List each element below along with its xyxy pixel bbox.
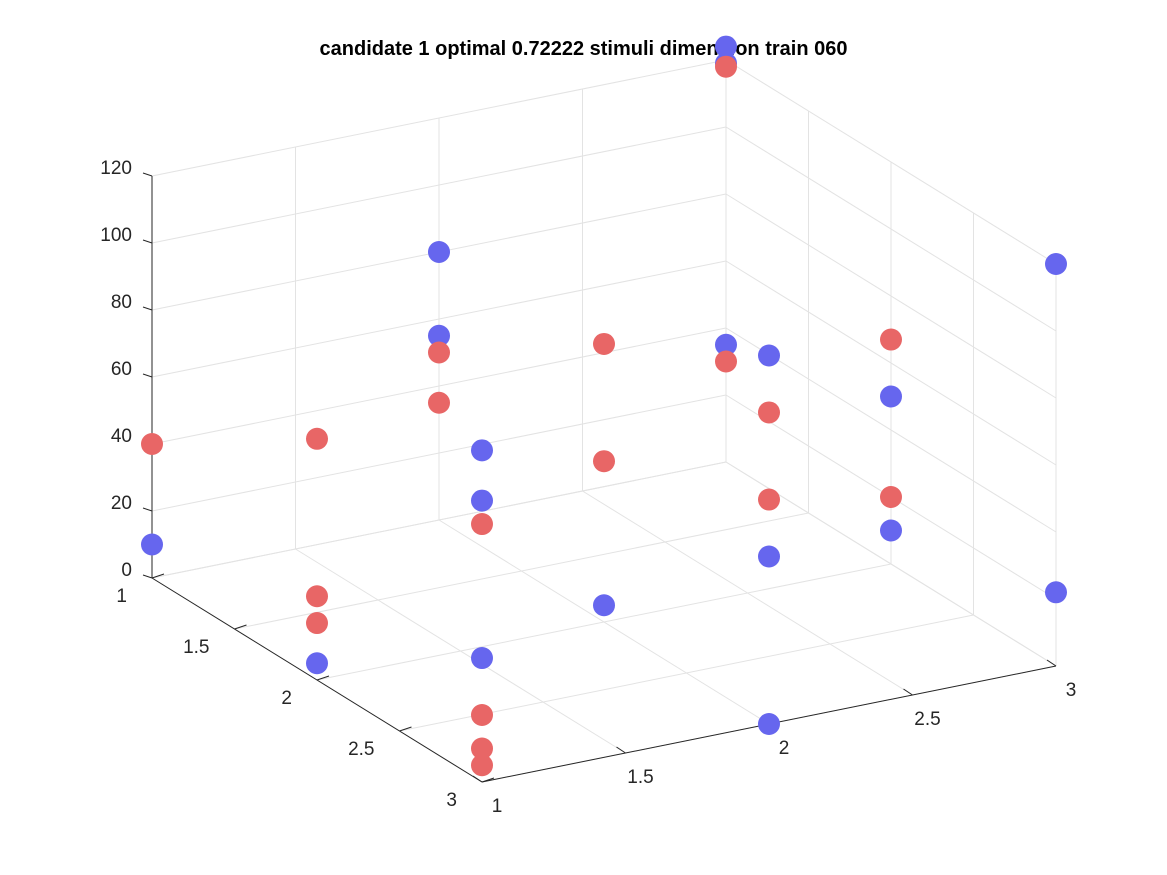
- y-tick: [399, 726, 412, 732]
- data-point: [715, 35, 737, 58]
- y-tick-label: 1: [116, 586, 127, 607]
- data-point: [758, 713, 780, 735]
- y-tick-label: 2: [281, 688, 292, 709]
- x-tick: [1046, 659, 1057, 667]
- z-tick: [142, 373, 153, 378]
- data-point: [471, 754, 493, 777]
- z-tick: [142, 239, 153, 244]
- data-point: [715, 333, 737, 356]
- y-tick-label: 3: [446, 790, 457, 811]
- data-point: [758, 488, 780, 511]
- data-point: [428, 391, 450, 414]
- y-tick-label: 2.5: [348, 739, 374, 760]
- y-tick-label: 1.5: [183, 637, 209, 658]
- data-point: [758, 401, 780, 424]
- data-point: [715, 55, 737, 78]
- data-point: [428, 241, 450, 263]
- grid-line: [725, 461, 1057, 667]
- data-point: [593, 332, 615, 355]
- grid-line: [725, 59, 1057, 265]
- data-point: [471, 489, 493, 512]
- z-tick-label: 0: [121, 560, 132, 581]
- z-tick: [142, 306, 153, 311]
- data-point: [306, 612, 328, 635]
- grid-line: [151, 461, 727, 579]
- z-tick-label: 100: [100, 225, 132, 246]
- data-point: [1045, 253, 1067, 275]
- data-point: [141, 433, 163, 455]
- grid-line: [399, 614, 974, 732]
- data-point: [471, 439, 493, 462]
- x-tick-label: 2: [779, 738, 790, 759]
- grid-line: [725, 327, 1057, 533]
- x-tick: [903, 688, 913, 696]
- y-tick: [151, 573, 165, 579]
- data-point: [471, 704, 493, 726]
- data-point: [880, 486, 902, 508]
- data-point: [428, 324, 450, 347]
- grid-line: [316, 563, 892, 681]
- grid-line: [725, 126, 1057, 332]
- grid-line: [725, 193, 1057, 399]
- data-point: [306, 585, 328, 608]
- data-point: [715, 350, 737, 373]
- data-point: [758, 545, 780, 568]
- data-point: [141, 533, 163, 556]
- data-point: [880, 328, 902, 351]
- z-tick: [142, 507, 153, 512]
- grid-line: [151, 394, 727, 512]
- data-point: [593, 450, 615, 473]
- y-tick: [481, 777, 495, 783]
- z-tick-label: 40: [111, 426, 132, 447]
- data-point: [306, 652, 328, 675]
- grid-line: [151, 59, 727, 177]
- data-point: [1045, 581, 1067, 604]
- z-tick-label: 20: [111, 493, 132, 514]
- data-point: [428, 341, 450, 364]
- grid-line: [151, 260, 727, 378]
- data-point: [880, 385, 902, 408]
- data-point: [471, 647, 493, 670]
- z-tick: [142, 574, 153, 579]
- x-tick-label: 1: [492, 796, 503, 817]
- z-tick-label: 60: [111, 359, 132, 380]
- data-point: [471, 513, 493, 536]
- x-tick-label: 1.5: [627, 767, 653, 788]
- x-tick: [472, 775, 483, 783]
- grid-line: [151, 327, 727, 445]
- data-point: [758, 344, 780, 367]
- z-tick: [142, 172, 153, 177]
- data-point: [471, 737, 493, 760]
- z-tick-label: 120: [100, 158, 132, 179]
- x-tick: [616, 746, 626, 754]
- grid-line: [725, 260, 1057, 466]
- x-tick-label: 2.5: [914, 709, 940, 730]
- z-tick-label: 80: [111, 292, 132, 313]
- x-tick-label: 3: [1066, 680, 1077, 701]
- y-tick: [234, 624, 247, 630]
- grid-line: [151, 126, 727, 244]
- data-point: [306, 427, 328, 450]
- y-tick: [316, 675, 330, 681]
- data-point: [593, 594, 615, 617]
- data-point: [880, 519, 902, 542]
- grid-line: [234, 512, 809, 630]
